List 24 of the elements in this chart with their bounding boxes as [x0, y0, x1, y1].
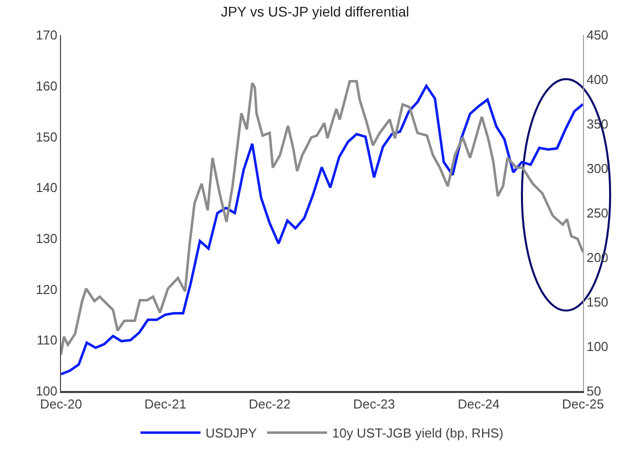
y2-tick-label: 150	[586, 294, 608, 310]
x-tick-label: Dec-25	[562, 396, 604, 412]
y-tick-label: 170	[36, 28, 58, 43]
legend-label: USDJPY	[206, 426, 258, 441]
y-tick-label: 140	[36, 180, 58, 196]
x-tick-label: Dec-24	[458, 396, 500, 412]
y2-tick-label: 300	[586, 161, 608, 176]
y2-tick-label: 450	[586, 28, 608, 43]
y2-tick-label: 50	[586, 384, 602, 399]
y-tick-label: 160	[36, 78, 58, 94]
y-tick-label: 110	[36, 332, 58, 348]
x-tick-label: Dec-21	[144, 396, 186, 412]
y-tick-label: 120	[36, 282, 58, 297]
y2-tick-label: 100	[586, 339, 608, 354]
x-tick-label: Dec-23	[353, 396, 395, 412]
y-tick-label: 100	[36, 384, 58, 399]
chart-title: JPY vs US-JP yield differential	[220, 4, 410, 20]
x-tick-label: Dec-22	[248, 396, 291, 412]
x-tick-label: Dec-20	[40, 396, 82, 412]
y2-tick-label: 400	[586, 72, 608, 88]
y2-tick-label: 250	[586, 206, 608, 221]
legend-label: 10y UST-JGB yield (bp, RHS)	[332, 426, 504, 441]
y-tick-label: 150	[36, 129, 58, 144]
y-tick-label: 130	[36, 230, 58, 246]
